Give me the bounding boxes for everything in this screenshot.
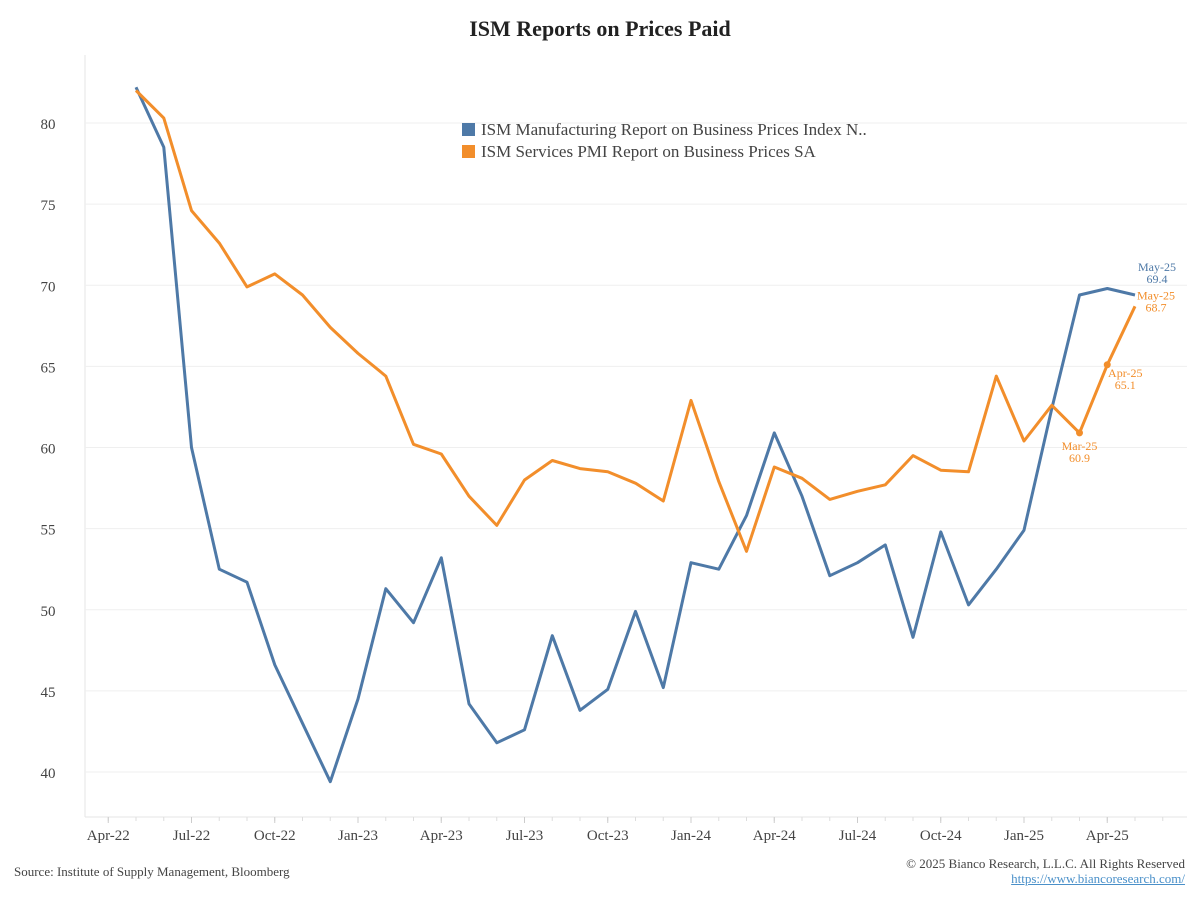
source-note: Source: Institute of Supply Management, … (14, 864, 290, 879)
x-tick-label: Oct-22 (254, 828, 296, 844)
legend-label: ISM Services PMI Report on Business Pric… (481, 142, 817, 161)
legend-swatch (462, 123, 475, 136)
y-tick-label: 65 (41, 360, 56, 376)
website-link[interactable]: https://www.biancoresearch.com/ (1011, 871, 1185, 886)
annotation-date: Mar-25 (1062, 439, 1098, 453)
manufacturing-line (134, 86, 1136, 784)
chart-title: ISM Reports on Prices Paid (469, 16, 731, 41)
y-tick-label: 60 (41, 442, 56, 458)
annotation-date: May-25 (1138, 260, 1176, 274)
annotation-value: 65.1 (1115, 378, 1136, 392)
legend-label: ISM Manufacturing Report on Business Pri… (481, 120, 867, 139)
y-tick-label: 40 (41, 766, 56, 782)
services-line (134, 89, 1137, 553)
y-tick-label: 45 (41, 685, 56, 701)
x-tick-label: Jan-24 (671, 828, 711, 844)
x-tick-label: Apr-24 (753, 828, 797, 844)
annotation-value: 60.9 (1069, 451, 1090, 465)
annotation-marker (1076, 429, 1083, 437)
x-tick-label: Jul-23 (506, 828, 544, 844)
x-tick-label: Oct-24 (920, 828, 962, 844)
y-tick-label: 80 (41, 117, 56, 133)
copyright-note: © 2025 Bianco Research, L.L.C. All Right… (906, 856, 1185, 871)
x-tick-label: Jan-23 (338, 828, 378, 844)
x-tick-label: Apr-25 (1086, 828, 1129, 844)
y-tick-label: 70 (41, 279, 56, 295)
annotation-value: 69.4 (1147, 272, 1168, 286)
y-tick-label: 55 (41, 523, 56, 539)
annotation-date: May-25 (1137, 288, 1175, 302)
x-tick-label: Oct-23 (587, 828, 629, 844)
annotation-value: 68.7 (1146, 300, 1167, 314)
legend-swatch (462, 145, 475, 158)
x-tick-label: Apr-22 (87, 828, 130, 844)
x-tick-label: Jul-24 (839, 828, 877, 844)
x-tick-label: Apr-23 (420, 828, 463, 844)
y-tick-label: 75 (41, 198, 56, 214)
y-tick-label: 50 (41, 604, 56, 620)
annotation-date: Apr-25 (1108, 366, 1142, 380)
annotation-marker (1103, 361, 1111, 369)
x-tick-label: Jul-22 (173, 828, 211, 844)
x-tick-label: Jan-25 (1004, 828, 1044, 844)
